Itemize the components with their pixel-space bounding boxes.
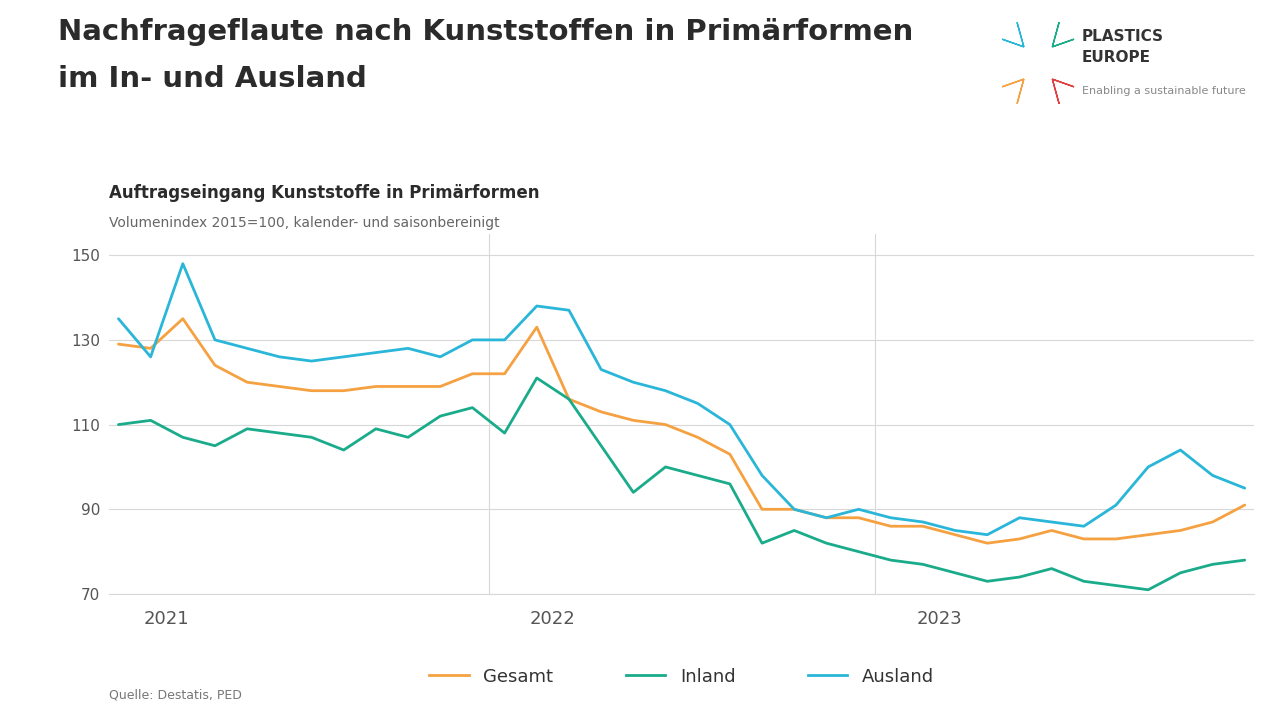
Text: PLASTICS
EUROPE: PLASTICS EUROPE [1082,29,1164,65]
Legend: Gesamt, Inland, Ausland: Gesamt, Inland, Ausland [422,660,941,693]
Text: Volumenindex 2015=100, kalender- und saisonbereinigt: Volumenindex 2015=100, kalender- und sai… [109,216,499,230]
Polygon shape [1052,22,1074,47]
Text: Nachfrageflaute nach Kunststoffen in Primärformen: Nachfrageflaute nach Kunststoffen in Pri… [58,18,913,46]
Text: Quelle: Destatis, PED: Quelle: Destatis, PED [109,689,242,702]
Polygon shape [1052,79,1074,104]
Text: im In- und Ausland: im In- und Ausland [58,65,366,93]
Polygon shape [1002,22,1024,47]
Text: Enabling a sustainable future: Enabling a sustainable future [1082,86,1245,96]
Polygon shape [1002,79,1024,104]
Text: Auftragseingang Kunststoffe in Primärformen: Auftragseingang Kunststoffe in Primärfor… [109,184,539,202]
